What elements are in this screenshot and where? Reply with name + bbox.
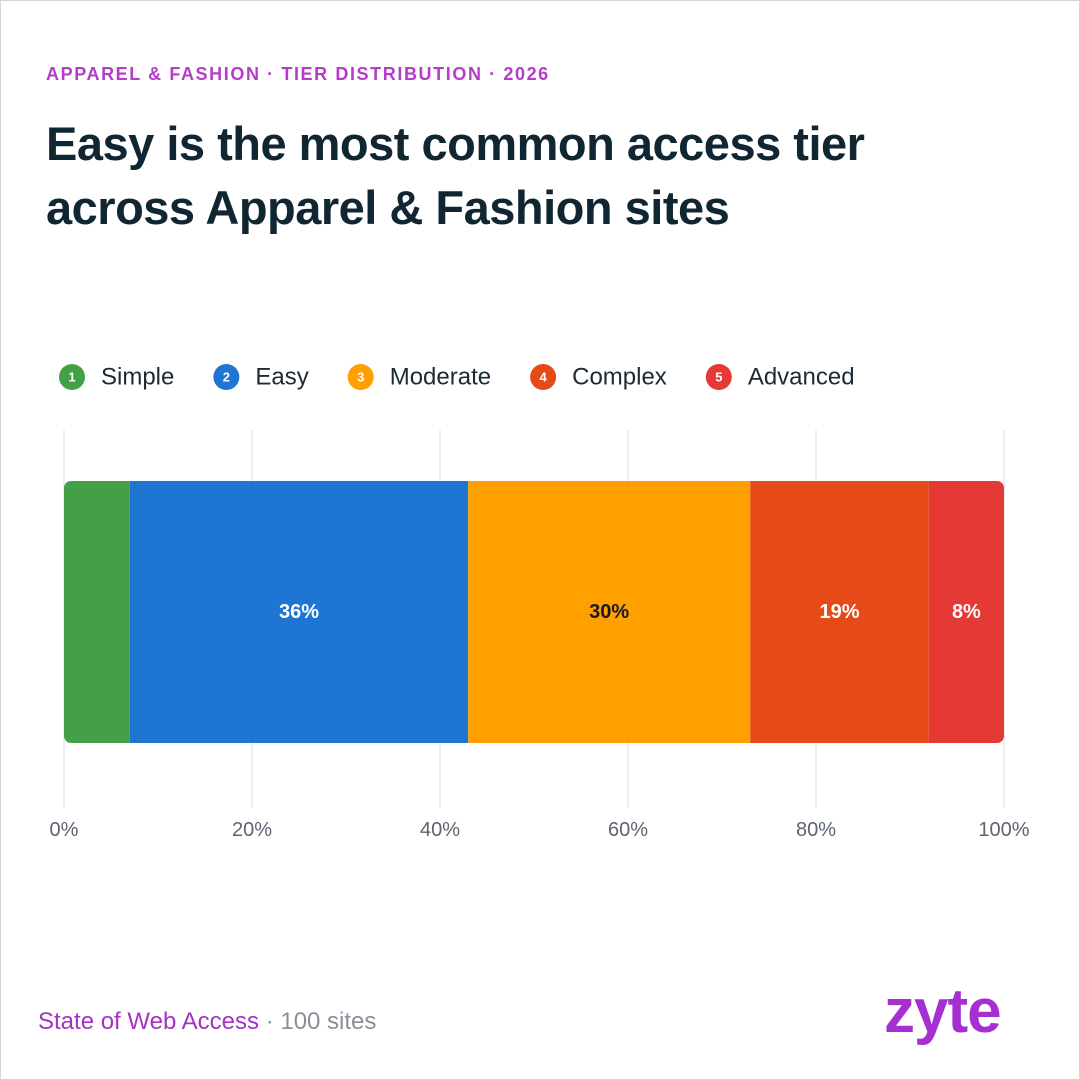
kicker: APPAREL & FASHION · TIER DISTRIBUTION · … (46, 64, 550, 84)
footer-note: · 100 sites (265, 1008, 377, 1035)
legend-marker (59, 364, 85, 390)
legend-badge: 2 (223, 370, 230, 385)
x-tick-label: 20% (232, 819, 272, 841)
bar-segment (468, 481, 751, 743)
legend-marker (530, 364, 557, 390)
value-label: 19% (819, 601, 859, 623)
legend-label: Advanced (748, 364, 855, 391)
legend-label: Easy (255, 364, 308, 391)
legend-label: Moderate (390, 364, 491, 391)
legend-marker (705, 364, 732, 390)
legend-badge: 3 (357, 370, 364, 385)
x-tick-label: 0% (50, 819, 79, 841)
legend-badge: 4 (539, 370, 547, 385)
legend-label: Complex (572, 364, 667, 391)
legend-badge: 5 (715, 370, 722, 385)
x-tick-label: 60% (608, 819, 648, 841)
bar-segment (750, 481, 929, 743)
chart-title: Easy is the most common access tier acro… (46, 117, 865, 234)
label-group: 36% 30% 19% 8% (279, 601, 981, 623)
legend-label: Simple (101, 364, 174, 391)
x-tick-label: 40% (420, 819, 460, 841)
brand-logo: zyte (884, 977, 1002, 1046)
value-label: 30% (589, 601, 629, 623)
legend-marker (347, 364, 374, 390)
value-label: 8% (952, 601, 981, 623)
bar-group (64, 481, 1004, 743)
chart: 0% 20% 40% 60% 80% 100% 36% 30% 19% 8% 1 Simple 2 E… (50, 364, 1030, 842)
footer: State of Web Access · 100 sites (38, 1008, 376, 1036)
bar-segment (928, 481, 1004, 743)
value-label: 36% (279, 601, 319, 623)
x-tick-label: 80% (796, 819, 836, 841)
legend: 1 Simple 2 Easy 3 Moderate 4 Complex 5 Advanced (59, 364, 855, 391)
x-tick-label: 100% (978, 819, 1029, 841)
legend-marker (213, 364, 240, 390)
bar-segment (129, 481, 469, 743)
footer-source: State of Web Access (38, 1008, 260, 1035)
legend-badge: 1 (68, 370, 75, 385)
bar-segment (64, 481, 130, 743)
